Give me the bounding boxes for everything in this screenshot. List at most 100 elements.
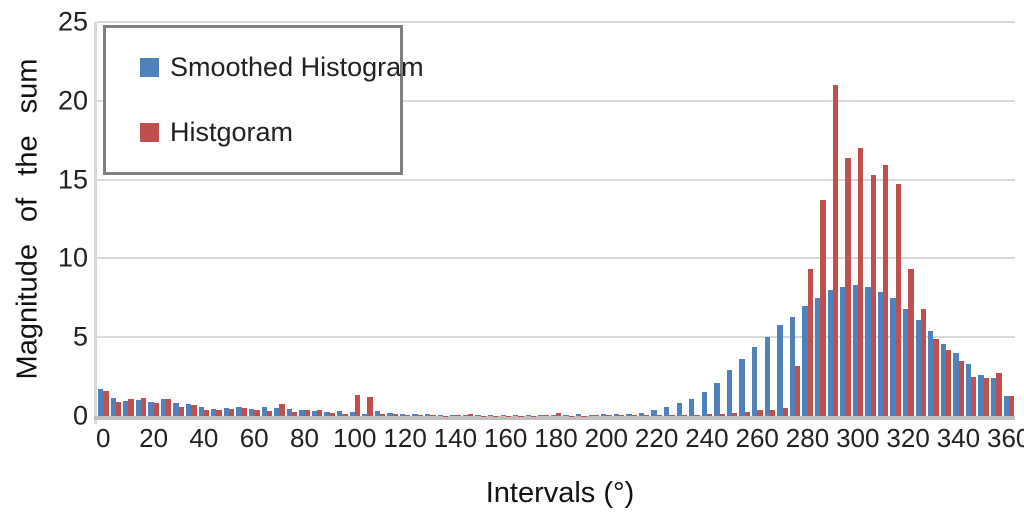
x-tick-label: 220 bbox=[634, 423, 679, 453]
bar-histgoram bbox=[606, 415, 612, 416]
bar-cluster bbox=[172, 22, 185, 416]
bar-smoothed-histogram bbox=[349, 411, 355, 416]
bar-histgoram bbox=[656, 415, 662, 416]
gridline bbox=[97, 336, 1015, 339]
bar-cluster bbox=[701, 22, 714, 416]
bar-smoothed-histogram bbox=[638, 412, 645, 416]
bar-cluster bbox=[298, 22, 311, 416]
x-axis-tick-labels: 0 20 40 60 80 100 120 140 160 180 200 220 240 260 280 3… bbox=[96, 423, 1024, 457]
y-tick-label: 0 bbox=[72, 400, 88, 431]
bar-smoothed-histogram bbox=[412, 414, 418, 416]
bar-cluster bbox=[500, 22, 513, 416]
bar-smoothed-histogram bbox=[525, 415, 531, 416]
bar-cluster bbox=[977, 22, 990, 416]
bar-smoothed-histogram bbox=[98, 389, 104, 416]
bar-histgoram bbox=[618, 415, 625, 416]
bar-cluster bbox=[437, 22, 450, 416]
bar-cluster bbox=[940, 22, 953, 416]
bar-cluster bbox=[399, 22, 412, 416]
bar-histgoram bbox=[707, 414, 713, 416]
bar-cluster bbox=[198, 22, 211, 416]
legend: Smoothed Histogram Histgoram bbox=[103, 25, 424, 175]
bar-smoothed-histogram bbox=[286, 408, 292, 416]
x-tick-label: 20 bbox=[139, 423, 169, 453]
bar-smoothed-histogram bbox=[802, 305, 808, 416]
bar-cluster bbox=[990, 22, 1003, 416]
bar-histgoram bbox=[782, 408, 788, 416]
bar-cluster bbox=[97, 22, 110, 416]
bar-smoothed-histogram bbox=[500, 415, 506, 416]
bar-histgoram bbox=[631, 415, 637, 416]
bar-cluster bbox=[185, 22, 198, 416]
bar-cluster bbox=[336, 22, 349, 416]
bar-histgoram bbox=[380, 414, 386, 416]
bar-smoothed-histogram bbox=[425, 414, 431, 416]
bar-cluster bbox=[525, 22, 538, 416]
bar-smoothed-histogram bbox=[852, 285, 858, 416]
bar-histgoram bbox=[367, 397, 373, 416]
gridline bbox=[97, 99, 1015, 102]
x-tick-label: 60 bbox=[239, 423, 269, 453]
bar-histgoram bbox=[996, 373, 1002, 416]
bar-smoothed-histogram bbox=[651, 409, 657, 416]
legend-item-smoothed-histogram: Smoothed Histogram bbox=[140, 52, 424, 83]
bar-histgoram bbox=[556, 412, 562, 416]
bar-cluster bbox=[537, 22, 550, 416]
bar-smoothed-histogram bbox=[588, 414, 594, 416]
bar-histgoram bbox=[669, 415, 675, 416]
x-tick-label: 200 bbox=[584, 423, 628, 453]
bar-smoothed-histogram bbox=[123, 401, 129, 416]
bar-smoothed-histogram bbox=[726, 370, 733, 416]
bar-cluster bbox=[550, 22, 563, 416]
x-tick-label: 0 bbox=[96, 423, 111, 453]
bar-smoothed-histogram bbox=[601, 414, 607, 416]
bar-histgoram bbox=[908, 269, 914, 416]
bar-cluster bbox=[965, 22, 978, 416]
bar-histgoram bbox=[933, 338, 939, 416]
bar-cluster bbox=[625, 22, 638, 416]
y-axis-line bbox=[94, 22, 97, 424]
bar-smoothed-histogram bbox=[903, 308, 909, 416]
bar-histgoram bbox=[128, 398, 134, 416]
bar-histgoram bbox=[958, 360, 964, 416]
bar-smoothed-histogram bbox=[626, 413, 632, 416]
bar-smoothed-histogram bbox=[274, 408, 280, 416]
bar-cluster bbox=[915, 22, 928, 416]
bar-smoothed-histogram bbox=[563, 414, 569, 416]
bar-cluster bbox=[449, 22, 462, 416]
bar-histgoram bbox=[694, 414, 700, 416]
x-tick-label: 100 bbox=[333, 423, 377, 453]
bar-smoothed-histogram bbox=[752, 346, 758, 416]
bar-histgoram bbox=[857, 148, 864, 416]
bar-cluster bbox=[852, 22, 865, 416]
bar-histgoram bbox=[153, 403, 159, 416]
bar-cluster bbox=[248, 22, 261, 416]
bar-histgoram bbox=[920, 308, 927, 416]
bar-cluster bbox=[902, 22, 915, 416]
bar-smoothed-histogram bbox=[399, 413, 406, 416]
bar-cluster bbox=[814, 22, 827, 416]
bar-histgoram bbox=[141, 397, 147, 416]
bar-cluster bbox=[122, 22, 135, 416]
bar-smoothed-histogram bbox=[186, 404, 192, 416]
x-tick-label: 180 bbox=[534, 423, 578, 453]
bar-smoothed-histogram bbox=[513, 415, 519, 416]
bar-smoothed-histogram bbox=[450, 415, 456, 416]
bar-smoothed-histogram bbox=[223, 408, 230, 416]
bar-cluster bbox=[801, 22, 814, 416]
gridline bbox=[97, 21, 1015, 23]
plot-area: Smoothed Histogram Histgoram bbox=[94, 21, 1015, 424]
bar-histgoram bbox=[807, 269, 813, 416]
bar-smoothed-histogram bbox=[324, 412, 330, 416]
bar-smoothed-histogram bbox=[173, 402, 179, 416]
bar-cluster bbox=[235, 22, 248, 416]
bar-histgoram bbox=[178, 406, 185, 416]
bar-smoothed-histogram bbox=[437, 414, 443, 416]
bar-cluster bbox=[764, 22, 777, 416]
bar-histgoram bbox=[820, 200, 826, 416]
bar-smoothed-histogram bbox=[953, 352, 959, 416]
bar-cluster bbox=[650, 22, 663, 416]
legend-swatch-histgoram-icon bbox=[140, 123, 159, 142]
bar-smoothed-histogram bbox=[978, 375, 984, 416]
